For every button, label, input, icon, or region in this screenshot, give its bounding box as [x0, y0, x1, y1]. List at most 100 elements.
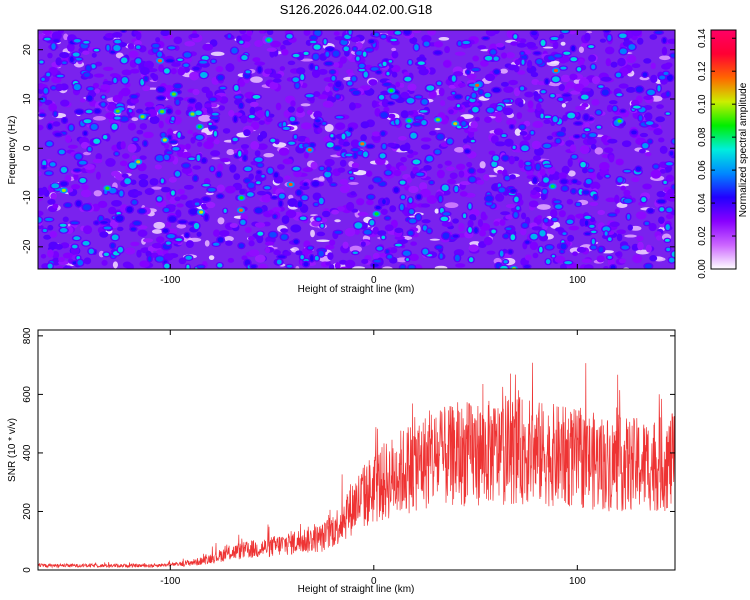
spectrogram-low-patch [542, 46, 554, 49]
spectrogram-peak [227, 257, 235, 263]
spectrogram-peak [648, 222, 657, 232]
spectrogram-peak [417, 61, 425, 65]
spectrogram-peak [327, 82, 334, 87]
spectrogram-strong-peak [453, 122, 458, 126]
spectrogram-peak [623, 189, 631, 196]
spectrogram-peak [608, 213, 616, 217]
spectrogram-peak [309, 40, 317, 44]
spectrogram-peak [491, 161, 498, 167]
spectrogram-peak [177, 90, 181, 94]
spectrogram-peak [412, 159, 421, 165]
spectrogram-strong-peak [374, 212, 379, 216]
spectrogram-peak [421, 34, 432, 43]
spectrogram-peak [605, 197, 617, 203]
spectrogram-peak [659, 168, 667, 174]
spectrogram-peak [550, 94, 555, 98]
spectrogram-peaks [38, 30, 675, 269]
spectrogram-peak [257, 231, 264, 236]
spectrogram-peak [363, 71, 368, 78]
spectrogram-peak [310, 35, 317, 40]
spectrogram-peak [51, 43, 56, 50]
spectrogram-peak [343, 46, 349, 52]
spectrogram-peak [566, 198, 574, 205]
spectrogram-peak [502, 107, 514, 116]
y-tick-label: 0 [22, 145, 33, 151]
spectrogram-peak [177, 132, 181, 138]
spectrogram-peak [543, 177, 549, 183]
spectrogram-peak [420, 144, 431, 150]
spectrogram-peak [47, 224, 54, 231]
spectrogram-peak [543, 143, 551, 148]
spectrogram-peak [296, 106, 304, 114]
spectrogram-peak [126, 206, 133, 213]
chart-title: S126.2026.044.02.00.G18 [280, 2, 433, 17]
spectrogram-peak [564, 261, 572, 265]
spectrogram-peak [344, 227, 356, 237]
spectrogram-peak [469, 176, 476, 183]
spectrogram-peak [510, 41, 519, 46]
spectrogram-peak [441, 184, 449, 191]
spectrogram-peak [52, 121, 61, 127]
spectrogram-peak [539, 168, 546, 176]
spectrogram-peak [583, 264, 594, 269]
spectrogram-peak [211, 112, 219, 116]
spectrogram-peak [390, 38, 397, 42]
spectrogram-peak [614, 194, 620, 204]
spectrogram-low-patch [198, 114, 212, 122]
spectrogram-peak [297, 201, 303, 208]
spectrogram-low-patch [210, 51, 225, 57]
spectrogram-peak [663, 180, 667, 184]
spectrogram-peak [484, 116, 492, 123]
spectrogram-peak [134, 190, 143, 196]
spectrogram-peak [309, 64, 314, 70]
spectrogram-peak [632, 254, 643, 264]
spectrogram-peak [257, 134, 264, 142]
spectrogram-peak [553, 200, 561, 204]
spectrogram-peak [85, 109, 93, 114]
spectrogram-peak [105, 158, 116, 167]
spectrogram-peak [42, 166, 46, 169]
spectrogram-peak [53, 111, 57, 117]
spectrogram-peak [510, 189, 517, 193]
spectrogram-peak [210, 116, 219, 120]
spectrogram-peak [327, 252, 334, 261]
spectrogram-peak [530, 71, 539, 78]
spectrogram-peak [225, 63, 235, 72]
spectrogram-peak [468, 203, 472, 210]
spectrogram-peak [44, 37, 51, 41]
spectrogram-peak [351, 148, 359, 152]
spectrogram-peak [504, 175, 510, 181]
spectrogram-strong-peak [160, 110, 165, 114]
spectrogram-strong-peak [157, 59, 162, 63]
spectrogram-peak [48, 103, 58, 112]
spectrogram-peak [437, 163, 443, 169]
spectrogram-peak [38, 216, 42, 223]
spectrogram-peak [341, 133, 346, 140]
spectrogram-peak [472, 106, 479, 113]
spectrogram-peak [582, 190, 590, 195]
spectrogram-peak [325, 47, 334, 52]
spectrogram-peak [448, 109, 454, 115]
spectrogram-peak [417, 65, 427, 71]
spectrogram-peak [52, 203, 59, 209]
spectrogram-peak [137, 229, 148, 237]
spectrogram-peak [43, 88, 49, 94]
spectrogram-peak [567, 234, 575, 242]
spectrogram-peak [381, 235, 386, 240]
spectrogram-peak [165, 241, 171, 245]
snr-y-label: SNR (10 * v/v) [7, 418, 18, 482]
spectrogram-peak [282, 126, 290, 130]
spectrogram-peak [117, 226, 124, 232]
spectrogram-peak [51, 31, 62, 41]
spectrogram-peak [175, 238, 183, 242]
spectrogram-peak [299, 216, 307, 221]
spectrogram-peak [72, 244, 78, 249]
spectrogram-peak [60, 99, 70, 107]
spectrogram-peak [604, 46, 615, 55]
spectrogram-peak [281, 49, 289, 56]
spectrogram-peak [272, 78, 282, 83]
spectrogram-peak [272, 73, 282, 79]
spectrogram-peak [638, 148, 646, 154]
spectrogram-peak [493, 30, 500, 35]
spectrogram-peak [400, 110, 409, 119]
